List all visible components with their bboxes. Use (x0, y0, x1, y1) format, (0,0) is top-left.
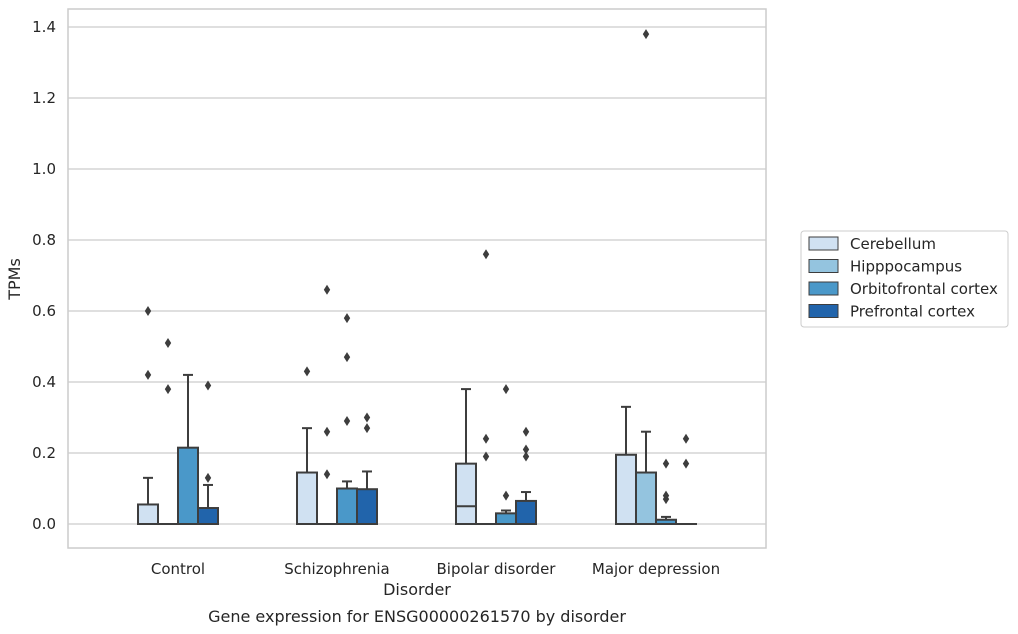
legend-swatch (808, 281, 839, 296)
box-cerebellum (455, 388, 477, 525)
box-body (455, 462, 477, 525)
box-orbitofrontal-cortex (177, 373, 199, 525)
legend-swatch (808, 304, 839, 318)
outlier-point (522, 451, 530, 462)
plot-frame (67, 8, 767, 549)
box-cerebellum (137, 306, 159, 526)
outlier-point (204, 472, 212, 483)
box-prefrontal-cortex (515, 426, 537, 525)
box-body (635, 471, 657, 525)
outlier-point (363, 423, 371, 434)
x-tick-label: Major depression (592, 560, 720, 578)
outlier-point (303, 366, 311, 377)
box-cerebellum (615, 405, 637, 525)
y-axis-label: TPMs (5, 258, 24, 301)
y-tick-label: 0.0 (32, 515, 56, 533)
box-body (177, 446, 199, 525)
box-body (197, 507, 219, 525)
box-prefrontal-cortex (675, 433, 697, 526)
box-orbitofrontal-cortex (336, 313, 358, 525)
box-body (336, 487, 358, 525)
box-body (495, 512, 517, 525)
outlier-point (323, 426, 331, 437)
outlier-point (343, 352, 351, 363)
outlier-point (164, 384, 172, 395)
x-tick-label: Control (151, 560, 205, 578)
outlier-point (363, 412, 371, 423)
legend-label: Cerebellum (850, 235, 936, 253)
box-orbitofrontal-cortex (495, 384, 517, 525)
y-tick-label: 0.2 (32, 444, 56, 462)
outlier-point (522, 444, 530, 455)
box-hipppocampus (475, 249, 497, 526)
outlier-point (204, 380, 212, 391)
y-tick-labels: 0.0 0.2 0.4 0.6 0.8 1.0 1.2 1.4 (32, 18, 56, 533)
legend-label: Orbitofrontal cortex (850, 280, 998, 298)
outlier-point (662, 458, 670, 469)
legend-frame (800, 230, 1009, 328)
y-tick-label: 1.0 (32, 160, 56, 178)
legend-swatch (808, 259, 839, 273)
box-body (356, 488, 378, 525)
legend-label: Prefrontal cortex (850, 303, 975, 321)
outlier-point (682, 458, 690, 469)
outlier-point (662, 490, 670, 501)
legend: Cerebellum Hipppocampus Orbitofrontal cort… (800, 230, 1009, 328)
outlier-point (502, 384, 510, 395)
x-tick-label: Schizophrenia (284, 560, 389, 578)
outlier-point (642, 29, 650, 40)
box-orbitofrontal-cortex (655, 458, 677, 525)
outlier-point (522, 426, 530, 437)
box-body (137, 503, 159, 526)
y-tick-label: 0.8 (32, 231, 56, 249)
outlier-point (502, 490, 510, 501)
outlier-point (343, 313, 351, 324)
outlier-point (144, 306, 152, 316)
box-hipppocampus (635, 29, 657, 525)
x-tick-labels: Control Schizophrenia Bipolar disorder Majo… (151, 560, 720, 578)
boxes (137, 29, 697, 526)
outlier-point (323, 284, 331, 295)
y-tick-label: 1.4 (32, 18, 56, 36)
y-tick-label: 0.6 (32, 302, 56, 320)
box-prefrontal-cortex (197, 380, 219, 525)
gridlines (68, 26, 766, 525)
x-tick-label: Bipolar disorder (437, 560, 557, 578)
outlier-point (164, 337, 172, 348)
y-tick-label: 1.2 (32, 89, 56, 107)
outlier-point (482, 451, 490, 462)
box-body (296, 471, 318, 525)
outlier-point (343, 416, 351, 427)
box-body (615, 453, 637, 525)
legend-swatch (808, 236, 839, 251)
x-axis-label: Disorder (383, 580, 451, 599)
box-cerebellum (296, 366, 318, 525)
box-body (515, 499, 537, 525)
box-hipppocampus (316, 284, 338, 526)
legend-label: Hipppocampus (850, 258, 962, 276)
outlier-point (682, 433, 690, 444)
chart-caption: Gene expression for ENSG00000261570 by d… (208, 607, 626, 626)
outlier-point (323, 469, 331, 480)
y-tick-label: 0.4 (32, 373, 56, 391)
box-prefrontal-cortex (356, 412, 378, 525)
outlier-point (482, 249, 490, 260)
outlier-point (144, 369, 152, 380)
box-hipppocampus (157, 337, 179, 526)
outlier-point (482, 433, 490, 444)
